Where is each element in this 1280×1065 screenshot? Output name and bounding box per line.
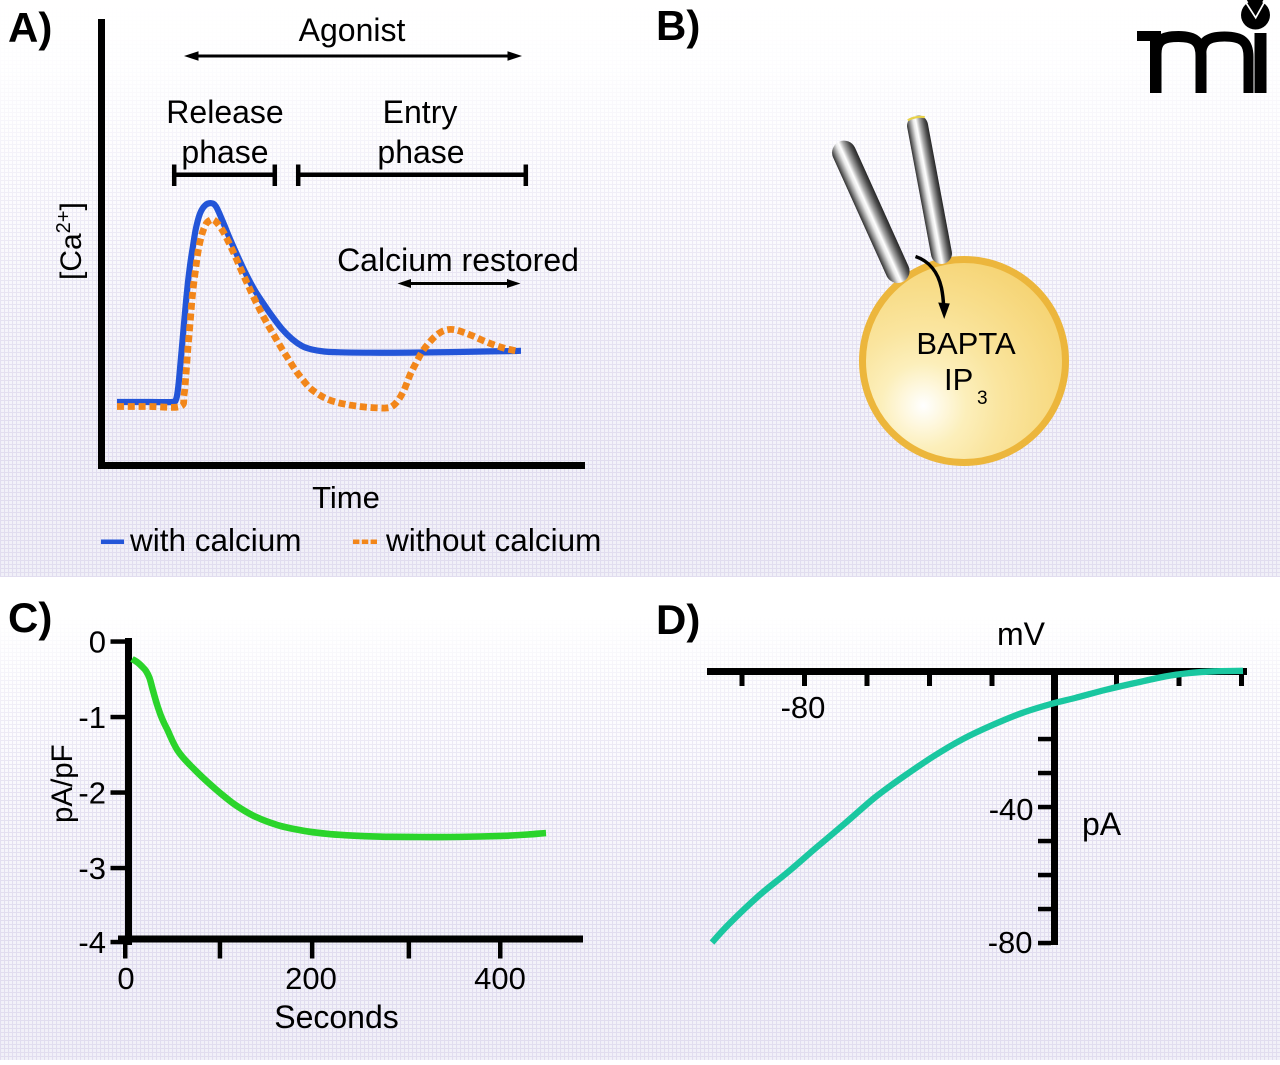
svg-text:-80: -80 xyxy=(781,690,826,725)
svg-text:A): A) xyxy=(8,4,52,51)
svg-text:pA/pF: pA/pF xyxy=(46,744,79,823)
svg-text:Seconds: Seconds xyxy=(274,999,399,1035)
svg-text:-40: -40 xyxy=(989,792,1034,827)
svg-text:with calcium: with calcium xyxy=(129,522,302,558)
svg-text:0: 0 xyxy=(89,625,106,660)
svg-text:-3: -3 xyxy=(78,851,106,886)
svg-text:Release: Release xyxy=(166,94,283,130)
svg-text:BAPTA: BAPTA xyxy=(916,326,1016,361)
svg-text:-80: -80 xyxy=(988,925,1033,960)
svg-text:pA: pA xyxy=(1082,806,1122,842)
svg-text:3: 3 xyxy=(977,388,988,409)
svg-text:400: 400 xyxy=(474,961,526,996)
svg-text:-1: -1 xyxy=(78,700,106,735)
svg-text:D): D) xyxy=(656,596,700,643)
svg-text:Time: Time xyxy=(312,480,380,515)
svg-text:IP: IP xyxy=(944,362,973,397)
svg-text:without calcium: without calcium xyxy=(385,522,601,558)
svg-text:B): B) xyxy=(656,2,700,49)
svg-text:[Ca2+]: [Ca2+] xyxy=(53,202,88,280)
svg-text:-4: -4 xyxy=(78,925,106,960)
svg-text:-2: -2 xyxy=(78,776,106,811)
svg-text:C): C) xyxy=(8,594,52,641)
svg-text:0: 0 xyxy=(117,961,134,996)
svg-text:mV: mV xyxy=(997,616,1046,652)
svg-text:Agonist: Agonist xyxy=(299,12,406,48)
svg-text:phase: phase xyxy=(377,134,464,170)
svg-text:Entry: Entry xyxy=(383,94,458,130)
svg-text:Calcium restored: Calcium restored xyxy=(337,242,579,278)
svg-text:200: 200 xyxy=(285,961,337,996)
svg-text:phase: phase xyxy=(181,134,268,170)
